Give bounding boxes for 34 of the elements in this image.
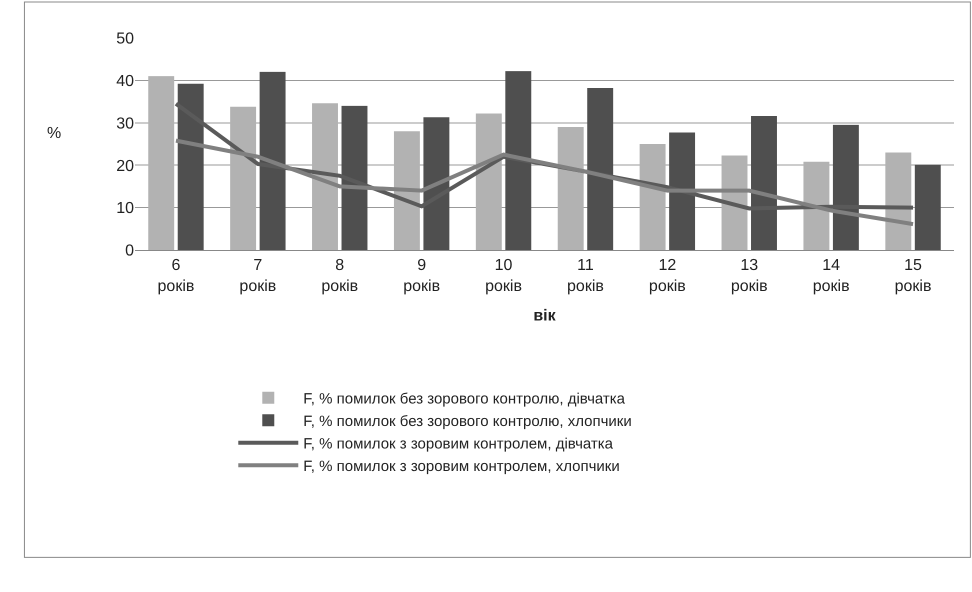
x-tick-label: 12 років	[648, 257, 686, 295]
y-tick-label: 30	[116, 115, 134, 132]
y-tick-label: 10	[116, 200, 134, 218]
y-axis-title: %	[47, 125, 62, 142]
bar	[885, 152, 912, 250]
bar	[312, 103, 338, 250]
bar	[914, 164, 941, 250]
y-tick-label: 20	[116, 158, 134, 175]
y-tick-label: 40	[116, 73, 134, 90]
x-tick-label: 9 років	[403, 257, 440, 295]
x-tick-label: 14 років	[812, 257, 850, 295]
legend-label: F, % помилок з зоровим контролем, дівчатка	[303, 436, 614, 453]
bar	[148, 76, 174, 250]
bar	[476, 113, 502, 250]
legend-label: F, % помилок з зоровим контролем, хлопчики	[303, 458, 620, 476]
x-tick-label: 11 років	[567, 257, 604, 295]
bar	[722, 155, 748, 250]
legend-label: F, % помилок без зорового контролю, хлопчики	[303, 413, 632, 430]
x-tick-label: 13 років	[730, 257, 768, 295]
x-tick-label: 6 років	[158, 257, 194, 295]
bar	[558, 127, 584, 250]
line-series	[174, 138, 916, 226]
bar	[803, 162, 830, 250]
y-tick-label: 50	[116, 30, 134, 48]
bar	[640, 144, 666, 250]
bar	[230, 106, 256, 250]
x-tick-label: 8 років	[321, 257, 358, 295]
legend-label: F, % помилок без зорового контролю, дівчатка	[303, 390, 626, 408]
x-tick-label: 7 років	[239, 257, 276, 295]
bar	[394, 131, 420, 250]
y-tick-label: 0	[125, 242, 134, 260]
x-axis-title: вік	[533, 308, 557, 325]
x-tick-label: 15 років	[894, 257, 932, 295]
x-tick-label: 10 років	[485, 257, 522, 295]
